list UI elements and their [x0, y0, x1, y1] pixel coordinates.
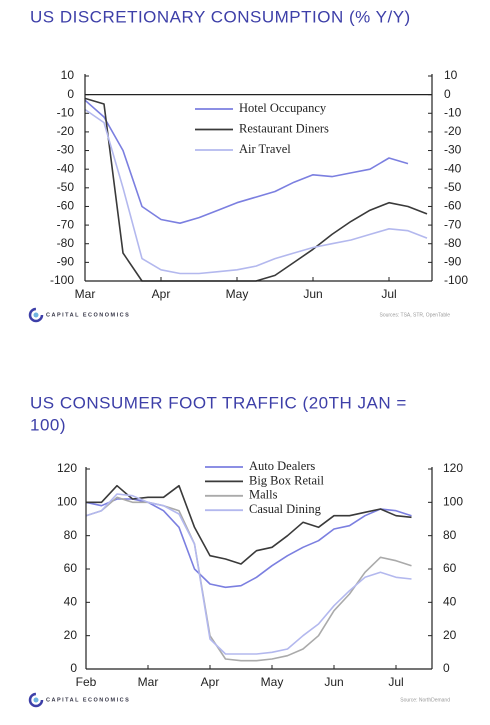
y-tick-label: 80 [64, 528, 78, 542]
x-tick-label: May [226, 287, 249, 301]
y-tick-label: -20 [57, 124, 75, 138]
y-tick-label: 20 [64, 628, 78, 642]
legend-label: Big Box Retail [249, 473, 325, 487]
y-tick-label: -100 [50, 273, 74, 287]
y-tick-label: -60 [57, 199, 75, 213]
source-note: Sources: TSA, STR, OpenTable [380, 312, 451, 318]
y2-tick-label: -70 [444, 217, 462, 231]
x-tick-label: Mar [75, 287, 96, 301]
series-line [85, 498, 412, 589]
chart-title: 100) [30, 415, 66, 434]
y-tick-label: 10 [61, 68, 75, 82]
logo-text: CAPITAL ECONOMICS [46, 697, 130, 703]
y2-tick-label: -100 [444, 273, 468, 287]
x-tick-label: Apr [201, 675, 220, 689]
x-tick-label: Jul [388, 675, 403, 689]
y-tick-label: -50 [57, 180, 75, 194]
logo-mark [28, 307, 44, 323]
y2-tick-label: 120 [443, 461, 463, 475]
y2-tick-label: -80 [444, 236, 462, 250]
logo-mark [28, 692, 44, 708]
y-tick-label: 0 [67, 87, 74, 101]
series-line [84, 108, 428, 275]
y2-tick-label: 60 [443, 561, 457, 575]
x-tick-label: May [261, 675, 284, 689]
y-tick-label: -90 [57, 255, 75, 269]
y2-tick-label: 10 [444, 68, 458, 82]
legend-label: Air Travel [239, 142, 291, 156]
y-tick-label: 40 [64, 595, 78, 609]
y-tick-label: 120 [57, 461, 77, 475]
y2-tick-label: -10 [444, 105, 462, 119]
y2-tick-label: -90 [444, 255, 462, 269]
x-tick-label: Jun [324, 675, 343, 689]
y2-tick-label: -50 [444, 180, 462, 194]
legend-label: Restaurant Diners [239, 121, 329, 135]
y2-tick-label: 0 [443, 661, 450, 675]
legend-label: Hotel Occupancy [239, 101, 327, 115]
x-tick-label: Feb [76, 675, 97, 689]
series-line [84, 99, 409, 224]
y2-tick-label: 0 [444, 87, 451, 101]
chart-title: US CONSUMER FOOT TRAFFIC (20TH JAN = [30, 393, 407, 412]
y-tick-label: -40 [57, 161, 75, 175]
x-tick-label: Mar [138, 675, 159, 689]
logo-mark [33, 312, 39, 318]
y-tick-label: 0 [70, 661, 77, 675]
y2-tick-label: -20 [444, 124, 462, 138]
x-tick-label: Jun [303, 287, 322, 301]
source-note: Source: NorthDemand [400, 697, 450, 703]
y2-tick-label: -30 [444, 143, 462, 157]
legend-label: Auto Dealers [249, 459, 315, 473]
logo-mark [33, 697, 39, 703]
legend-label: Malls [249, 488, 278, 502]
logo-text: CAPITAL ECONOMICS [46, 312, 130, 318]
y-tick-label: -80 [57, 236, 75, 250]
y-tick-label: 60 [64, 561, 78, 575]
y2-tick-label: -40 [444, 161, 462, 175]
series-line [85, 493, 412, 655]
x-tick-label: Jul [381, 287, 396, 301]
chart-title: US DISCRETIONARY CONSUMPTION (% Y/Y) [30, 7, 411, 26]
y2-tick-label: 20 [443, 628, 457, 642]
legend-label: Casual Dining [249, 502, 322, 516]
y-tick-label: -30 [57, 143, 75, 157]
y2-tick-label: 40 [443, 595, 457, 609]
y-tick-label: 100 [57, 495, 77, 509]
x-tick-label: Apr [152, 287, 171, 301]
y2-tick-label: 100 [443, 495, 463, 509]
y-tick-label: -10 [57, 105, 75, 119]
y-tick-label: -70 [57, 217, 75, 231]
y2-tick-label: 80 [443, 528, 457, 542]
y2-tick-label: -60 [444, 199, 462, 213]
